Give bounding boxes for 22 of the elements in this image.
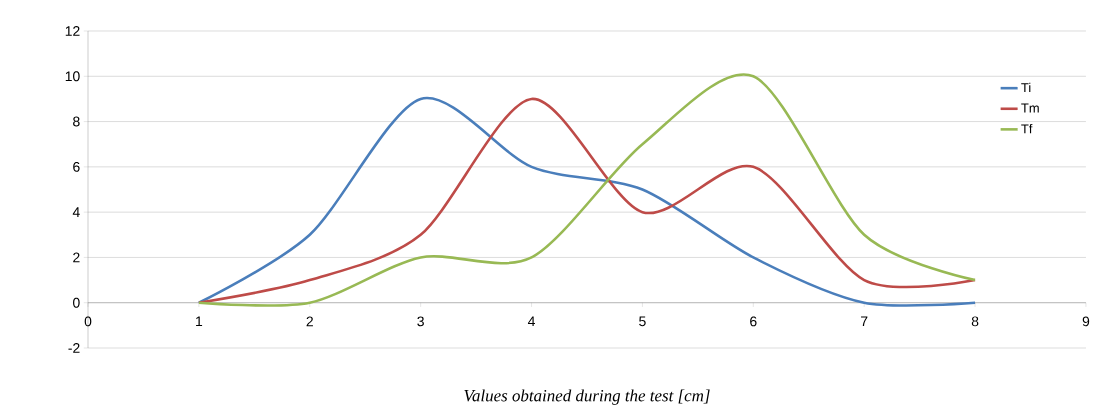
- x-tick-label: 6: [750, 316, 757, 327]
- y-tick-label: -2: [68, 343, 80, 353]
- x-axis-title: Values obtained during the test [cm]: [464, 389, 710, 405]
- y-tick-label: 10: [65, 71, 80, 82]
- x-tick-label: 0: [84, 316, 92, 327]
- x-tick-label: 7: [861, 316, 868, 327]
- x-tick-label: 3: [417, 316, 424, 327]
- x-tick-label: 5: [639, 316, 646, 327]
- x-tick-label: 1: [196, 316, 203, 327]
- legend-label: Ti: [1021, 82, 1031, 93]
- y-tick-label: 8: [73, 116, 80, 127]
- x-tick-label: 9: [1082, 316, 1090, 327]
- y-tick-label: 6: [73, 161, 80, 172]
- x-tick-label: 2: [306, 316, 313, 327]
- y-tick-label: 12: [65, 26, 80, 36]
- y-tick-label: 4: [72, 207, 80, 217]
- x-tick-label: 4: [527, 316, 535, 327]
- x-tick-label: 8: [971, 316, 979, 327]
- legend-label: Tm: [1021, 103, 1039, 113]
- y-tick-label: 0: [73, 297, 80, 308]
- legend-label: Tf: [1021, 123, 1033, 134]
- y-tick-label: 2: [73, 252, 80, 263]
